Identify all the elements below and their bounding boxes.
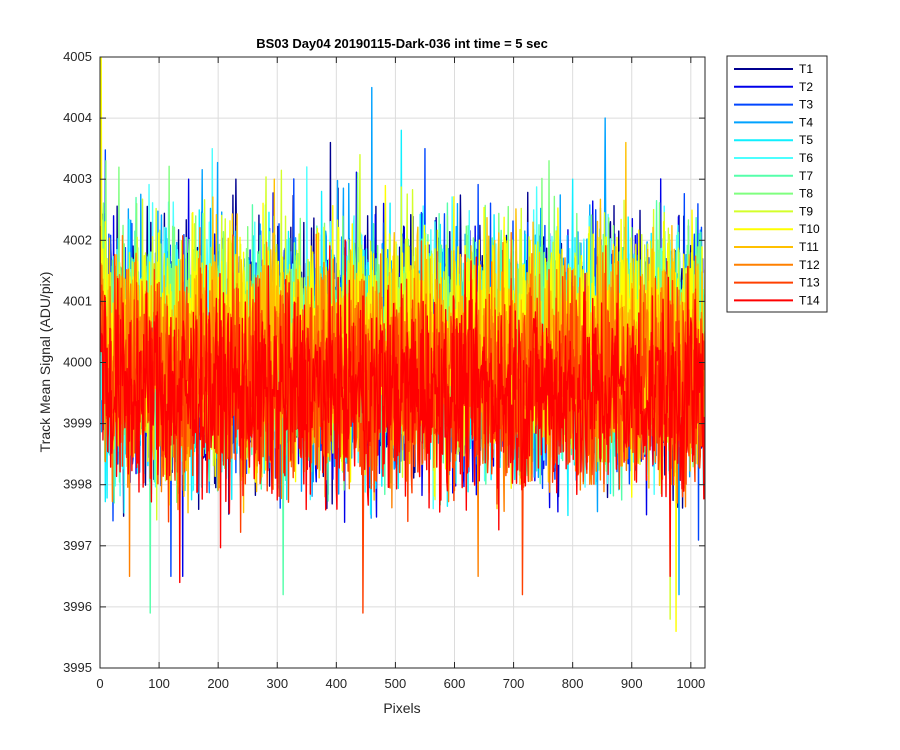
y-tick-label: 3998	[63, 477, 92, 492]
legend-label-T6: T6	[799, 151, 813, 165]
legend-label-T4: T4	[799, 115, 813, 129]
y-tick-label: 3999	[63, 416, 92, 431]
x-tick-label: 700	[503, 676, 525, 691]
legend-label-T10: T10	[799, 222, 820, 236]
y-tick-label: 4000	[63, 355, 92, 370]
x-tick-label: 1000	[676, 676, 705, 691]
legend: T1 T2 T3 T4 T5 T6 T7 T8 T9 T10 T11 T12 T13 T14	[726, 55, 828, 313]
legend-label-T8: T8	[799, 187, 813, 201]
legend-label-T7: T7	[799, 169, 813, 183]
x-tick-label: 600	[444, 676, 466, 691]
legend-label-T9: T9	[799, 204, 813, 218]
x-tick-label: 800	[562, 676, 584, 691]
legend-label-T11: T11	[799, 240, 819, 254]
x-tick-label: 200	[207, 676, 229, 691]
y-tick-label: 3997	[63, 538, 92, 553]
legend-label-T12: T12	[799, 258, 820, 272]
axis-ticks: 0 100 200 300 400 500 600 700 800 900 1000 3995 3996…	[63, 49, 705, 691]
x-tick-label: 300	[266, 676, 288, 691]
legend-label-T5: T5	[799, 133, 813, 147]
legend-box	[726, 55, 828, 313]
y-axis-label: Track Mean Signal (ADU/pix)	[37, 272, 53, 453]
legend-label-T13: T13	[799, 276, 820, 290]
chart-title: BS03 Day04 20190115-Dark-036 int time = …	[256, 36, 548, 51]
series-group	[100, 57, 705, 633]
x-tick-label: 400	[325, 676, 347, 691]
y-tick-label: 4001	[63, 293, 92, 308]
x-tick-label: 0	[96, 676, 103, 691]
y-tick-label: 4005	[63, 49, 92, 64]
x-axis-label: Pixels	[383, 700, 420, 716]
y-tick-label: 4004	[63, 110, 92, 125]
series-line-T14	[100, 239, 705, 584]
legend-label-T3: T3	[799, 98, 813, 112]
y-tick-label: 3995	[63, 660, 92, 675]
y-tick-label: 4003	[63, 171, 92, 186]
y-tick-label: 4002	[63, 232, 92, 247]
x-tick-label: 100	[148, 676, 170, 691]
x-tick-label: 500	[385, 676, 407, 691]
y-tick-label: 3996	[63, 599, 92, 614]
legend-label-T14: T14	[799, 293, 820, 307]
legend-label-T2: T2	[799, 80, 813, 94]
x-tick-label: 900	[621, 676, 643, 691]
legend-label-T1: T1	[799, 62, 813, 76]
